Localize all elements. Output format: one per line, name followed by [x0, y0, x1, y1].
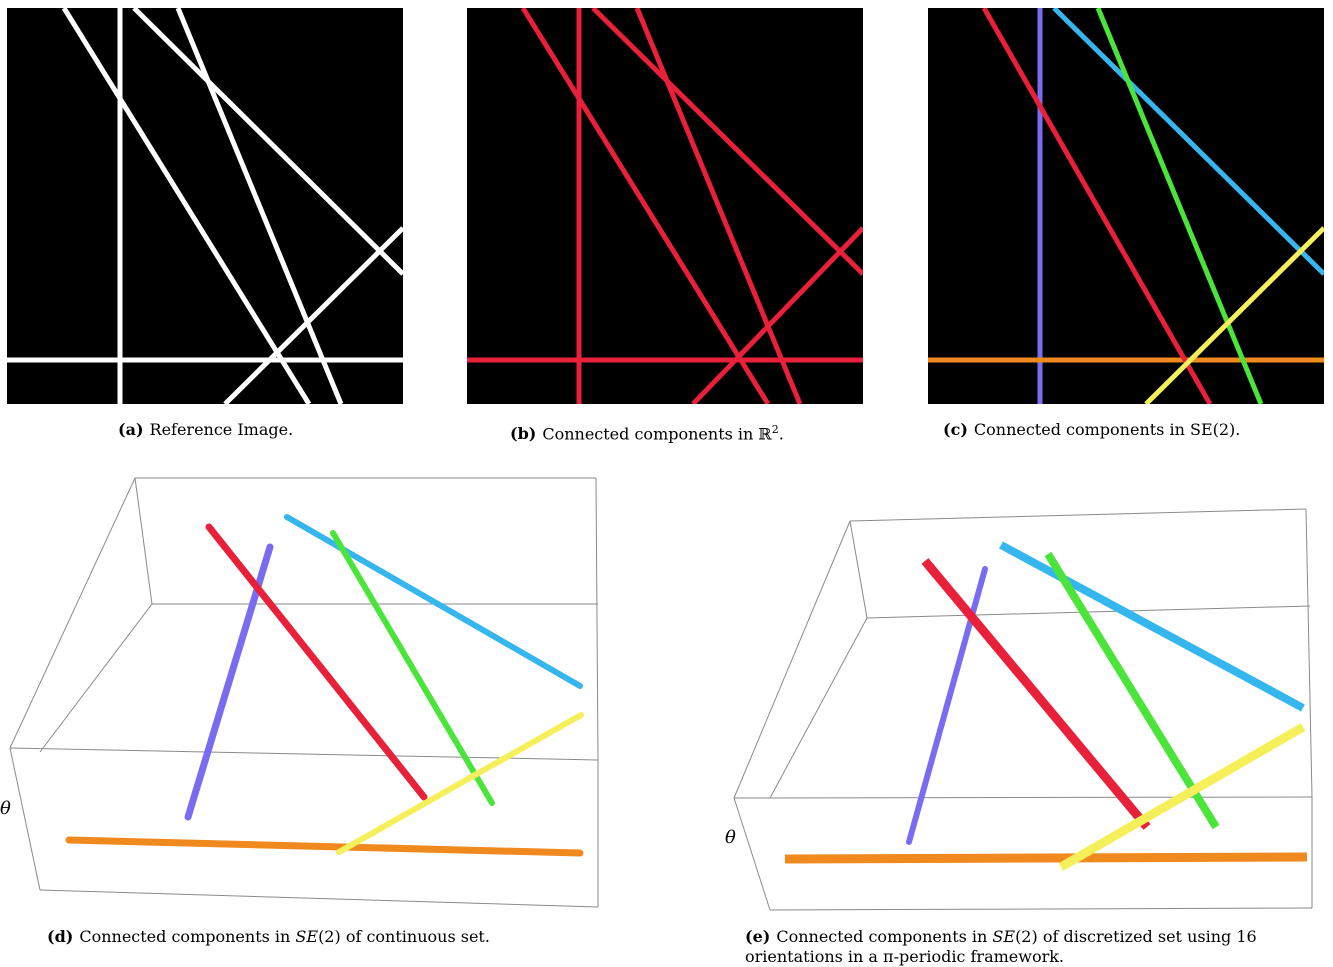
- panel-b-image: [467, 8, 863, 404]
- caption-a: (a) Reference Image.: [118, 420, 294, 439]
- caption-b: (b) Connected components in ℝ2.: [510, 423, 784, 444]
- theta-axis-label-e: θ: [725, 827, 736, 848]
- panel-d-3d-plot: [9, 477, 599, 908]
- components-r2-lines: [467, 8, 863, 404]
- panel-e-3d-plot: [733, 508, 1313, 911]
- reference-lines: [7, 8, 403, 404]
- panel-a-image: [7, 8, 403, 404]
- panel-c-image: [928, 8, 1324, 404]
- caption-c: (c) Connected components in SE(2).: [943, 420, 1241, 439]
- caption-e: (e) Connected components in SE(2) of disc…: [745, 927, 1257, 966]
- components-se2-lines: [928, 8, 1324, 404]
- caption-d: (d) Connected components in SE(2) of cont…: [47, 927, 490, 946]
- theta-axis-label-d: θ: [0, 798, 11, 819]
